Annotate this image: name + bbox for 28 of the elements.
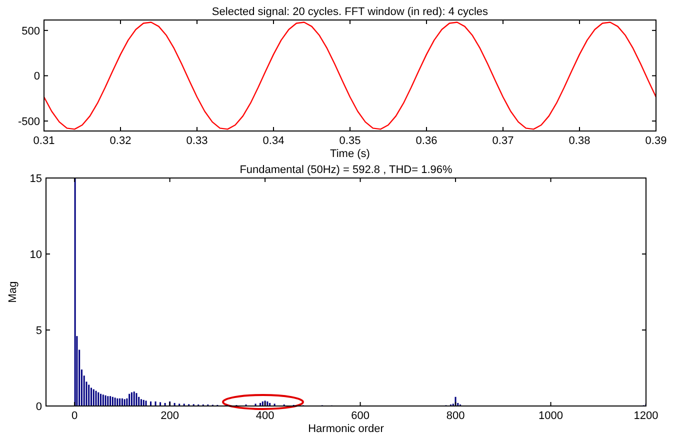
y-tick-label: 15 <box>30 173 42 185</box>
x-tick-label: 0.32 <box>110 135 132 147</box>
x-tick-label: 0.35 <box>339 135 361 147</box>
x-tick-label: 400 <box>256 410 274 422</box>
x-tick-label: 1000 <box>538 410 564 422</box>
x-axis-title: Time (s) <box>330 148 370 160</box>
chart-title: Selected signal: 20 cycles. FFT window (in red): 4 cycles <box>212 6 489 18</box>
y-tick-label: -500 <box>18 116 40 128</box>
chart-title: Fundamental (50Hz) = 592.8 , THD= 1.96% <box>240 164 453 176</box>
x-tick-label: 0.33 <box>186 135 208 147</box>
x-tick-label: 0.34 <box>262 135 284 147</box>
x-tick-label: 0.36 <box>416 135 438 147</box>
x-tick-label: 200 <box>160 410 179 422</box>
x-tick-label: 1200 <box>634 410 658 422</box>
y-tick-label: 10 <box>30 249 42 261</box>
y-tick-label: 5 <box>36 325 42 337</box>
y-tick-label: 0 <box>34 70 40 83</box>
y-tick-label: 0 <box>36 401 42 413</box>
y-axis-title: Mag <box>7 281 19 303</box>
x-tick-label: 0.39 <box>645 135 667 147</box>
x-tick-label: 600 <box>351 410 370 422</box>
x-tick-label: 0 <box>72 410 78 422</box>
x-tick-label: 0.37 <box>492 135 514 147</box>
y-tick-label: 500 <box>22 25 40 38</box>
x-tick-label: 800 <box>446 410 465 422</box>
x-tick-label: 0.38 <box>568 135 590 147</box>
x-axis-title: Harmonic order <box>308 423 384 435</box>
x-tick-label: 0.31 <box>33 135 55 147</box>
